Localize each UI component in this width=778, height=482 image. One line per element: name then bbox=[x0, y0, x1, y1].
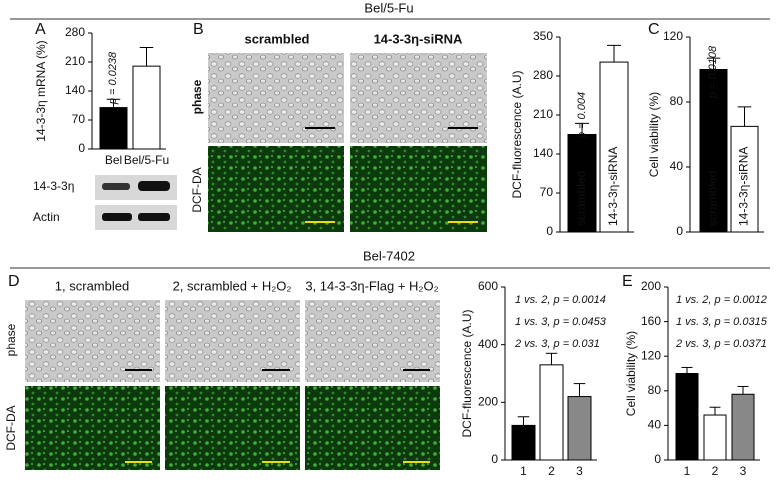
micrograph bbox=[208, 146, 344, 232]
blot-band bbox=[138, 213, 170, 221]
blot-band bbox=[102, 213, 132, 221]
y-tick-label: 0 bbox=[546, 224, 553, 238]
x-tick-label: 2 bbox=[548, 464, 555, 478]
micrograph bbox=[305, 386, 440, 470]
annotation: 1 vs. 2, p = 0.0014 bbox=[515, 294, 606, 306]
micrograph bbox=[25, 386, 160, 470]
y-tick-label: 70 bbox=[72, 112, 86, 126]
y-tick-label: 200 bbox=[641, 279, 661, 293]
bar-label: scrambled bbox=[706, 171, 720, 226]
bar bbox=[511, 424, 536, 461]
annotation: 1 vs. 3, p = 0.0315 bbox=[676, 316, 768, 328]
bar bbox=[539, 364, 564, 461]
annotation: p = 0.004 bbox=[576, 92, 588, 139]
section-title: Bel-7402 bbox=[363, 248, 415, 263]
annotation: 1 vs. 3, p = 0.0453 bbox=[515, 316, 607, 328]
x-tick-label: Bel bbox=[105, 153, 122, 167]
micrograph bbox=[350, 53, 487, 143]
y-tick-label: 40 bbox=[648, 418, 662, 432]
blot-band bbox=[138, 181, 170, 191]
panel-label: E bbox=[622, 273, 633, 290]
bar-label: 14-3-3η-siRNA bbox=[737, 147, 751, 226]
micrograph bbox=[25, 300, 160, 382]
column-header: 1, scrambled bbox=[55, 278, 129, 293]
y-tick-label: 400 bbox=[478, 337, 498, 351]
y-tick-label: 40 bbox=[670, 159, 684, 173]
panel-label: C bbox=[648, 21, 660, 38]
y-axis-label: DCF-fluorescence (A.U) bbox=[510, 70, 524, 198]
x-tick-label: 1 bbox=[520, 464, 527, 478]
bar bbox=[132, 65, 161, 150]
panel-label: D bbox=[8, 273, 20, 290]
y-axis-label: DCF-fluorescence (A.U) bbox=[460, 309, 474, 437]
bar bbox=[699, 69, 728, 233]
panel-label: A bbox=[35, 21, 46, 38]
x-tick-label: 1 bbox=[684, 464, 691, 478]
y-axis-label: 14-3-3η mRNA (%) bbox=[34, 40, 48, 141]
y-tick-label: 160 bbox=[641, 314, 661, 328]
y-tick-label: 140 bbox=[65, 83, 85, 97]
x-tick-label: 3 bbox=[576, 464, 583, 478]
blot-label: 14-3-3η bbox=[33, 179, 74, 193]
micrograph bbox=[350, 146, 487, 232]
y-tick-label: 0 bbox=[78, 141, 85, 155]
y-tick-label: 0 bbox=[491, 452, 498, 466]
y-axis-label: Cell viability (%) bbox=[624, 331, 638, 416]
x-tick-label: Bel/5-Fu bbox=[124, 153, 169, 167]
blot-label: Actin bbox=[33, 210, 60, 224]
column-header: 3, 14-3-3η-Flag + H₂O₂ bbox=[305, 278, 438, 293]
column-header: scrambled bbox=[244, 31, 309, 46]
y-tick-label: 80 bbox=[670, 94, 684, 108]
micrograph bbox=[208, 53, 344, 143]
micrograph bbox=[165, 300, 300, 382]
y-tick-label: 140 bbox=[533, 146, 553, 160]
row-label: phase bbox=[190, 79, 204, 114]
section-title: Bel/5-Fu bbox=[364, 0, 413, 15]
bar bbox=[675, 373, 699, 461]
y-tick-label: 120 bbox=[663, 29, 683, 43]
column-header: 2, scrambled + H₂O₂ bbox=[173, 278, 292, 293]
y-tick-label: 0 bbox=[676, 224, 683, 238]
y-tick-label: 600 bbox=[478, 279, 498, 293]
annotation: p = 0.0108 bbox=[707, 45, 719, 99]
bar bbox=[731, 393, 755, 461]
bar bbox=[599, 61, 629, 233]
panel-label: B bbox=[193, 21, 204, 38]
row-label: DCF-DA bbox=[190, 167, 204, 212]
row-label: phase bbox=[4, 323, 18, 356]
y-tick-label: 120 bbox=[641, 348, 661, 362]
y-tick-label: 210 bbox=[533, 107, 553, 121]
y-tick-label: 210 bbox=[65, 54, 85, 68]
y-tick-label: 200 bbox=[478, 395, 498, 409]
bar bbox=[567, 134, 597, 233]
annotation: 2 vs. 3, p = 0.031 bbox=[514, 338, 600, 350]
y-tick-label: 280 bbox=[65, 25, 85, 39]
micrograph bbox=[165, 386, 300, 470]
x-tick-label: 2 bbox=[712, 464, 719, 478]
bar bbox=[99, 107, 128, 150]
annotation: p = 0.0238 bbox=[107, 51, 119, 105]
annotation: 1 vs. 2, p = 0.0012 bbox=[676, 294, 767, 306]
y-tick-label: 280 bbox=[533, 68, 553, 82]
micrograph bbox=[305, 300, 440, 382]
bar bbox=[703, 414, 727, 461]
y-tick-label: 0 bbox=[654, 452, 661, 466]
bar bbox=[730, 125, 759, 233]
column-header: 14-3-3η-siRNA bbox=[374, 31, 463, 46]
annotation: 2 vs. 3, p = 0.0371 bbox=[675, 338, 767, 350]
bar-label: 14-3-3η-siRNA bbox=[606, 147, 620, 226]
row-label: DCF-DA bbox=[4, 405, 18, 450]
blot-band bbox=[102, 183, 130, 190]
bar bbox=[567, 396, 592, 461]
y-tick-label: 70 bbox=[540, 185, 554, 199]
y-tick-label: 350 bbox=[533, 29, 553, 43]
y-tick-label: 80 bbox=[648, 383, 662, 397]
y-axis-label: Cell viability (%) bbox=[647, 92, 661, 177]
x-tick-label: 3 bbox=[740, 464, 747, 478]
bar-label: scrambled bbox=[574, 171, 588, 226]
